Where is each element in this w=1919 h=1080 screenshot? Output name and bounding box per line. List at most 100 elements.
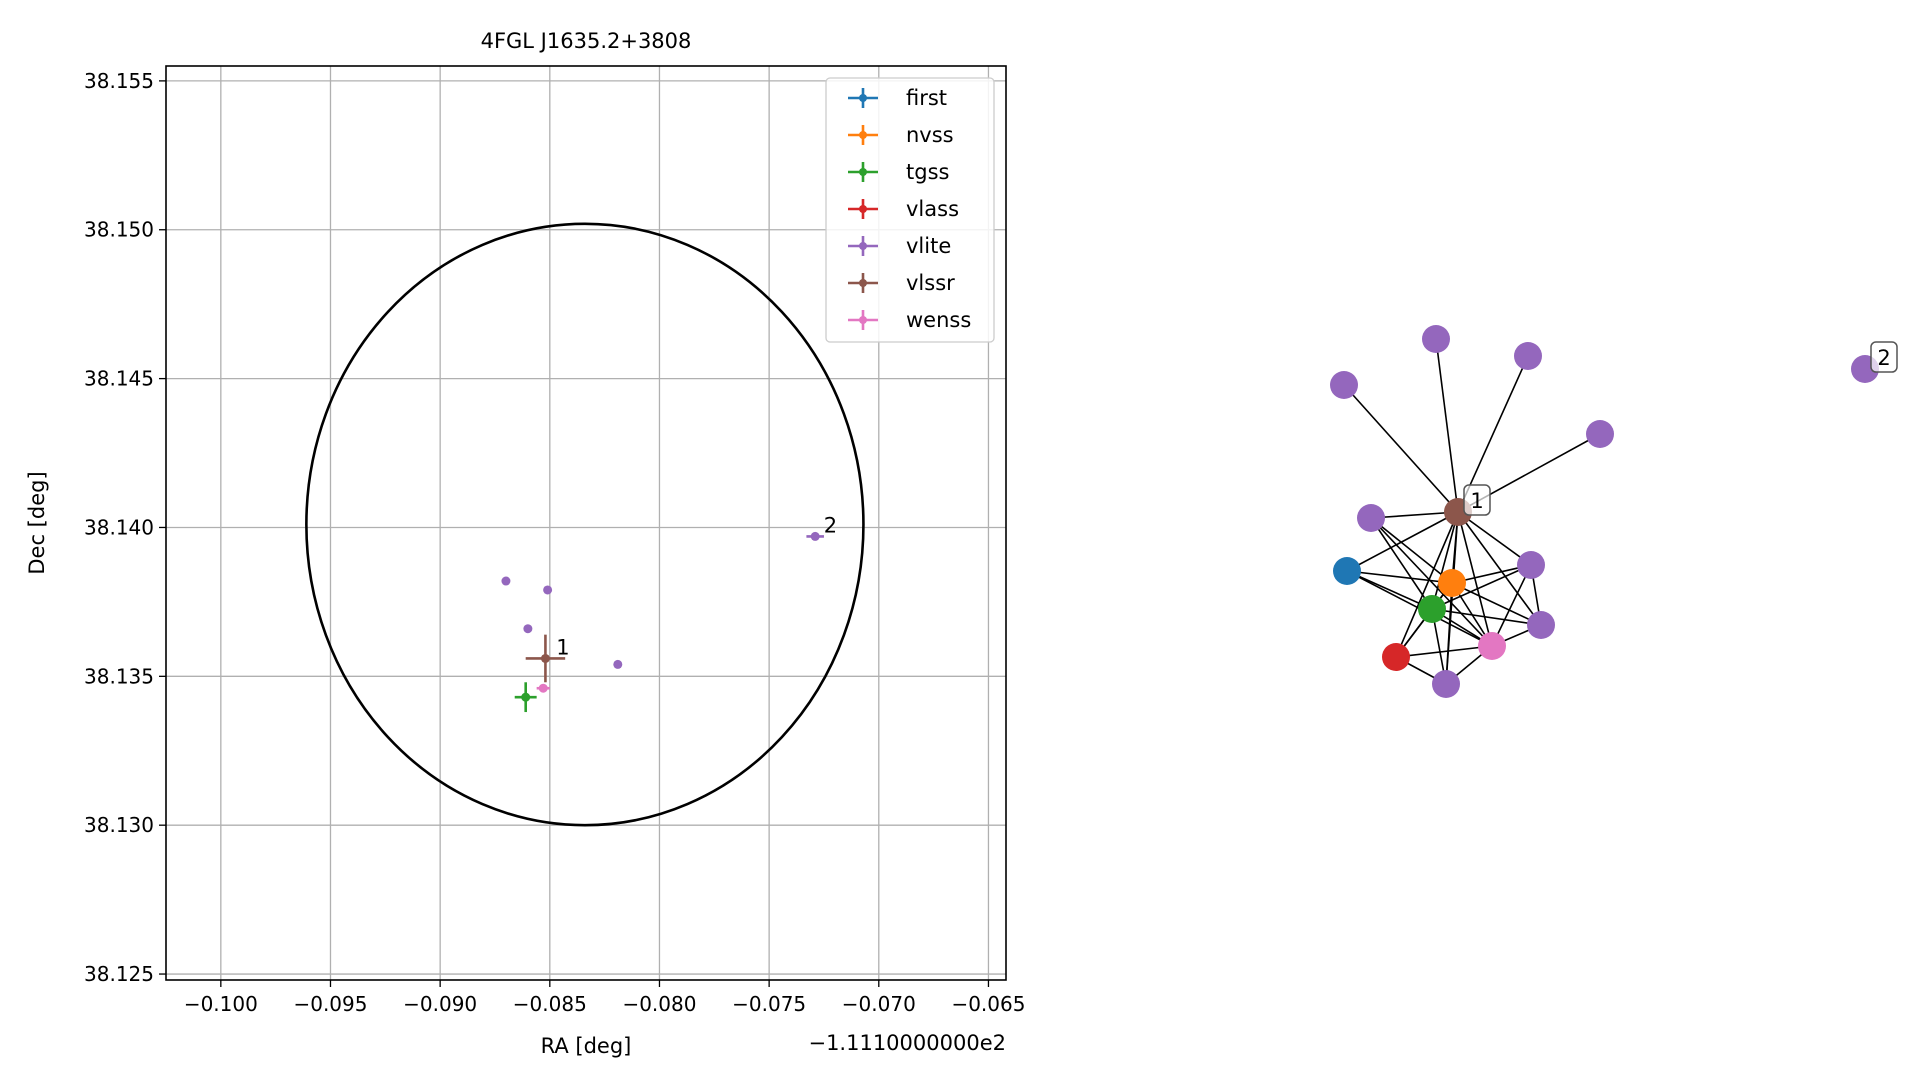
network-edge xyxy=(1346,570,1453,584)
network-edge xyxy=(1395,645,1493,658)
point-marker xyxy=(543,585,553,595)
data-point-vlite xyxy=(523,624,533,634)
legend-swatch-dot xyxy=(859,242,867,250)
legend-label: nvss xyxy=(906,123,954,147)
data-point-wenss xyxy=(536,683,550,693)
network-node-vlite xyxy=(1517,551,1545,579)
network-edge xyxy=(1370,511,1459,519)
legend-label: wenss xyxy=(906,308,971,332)
legend-entry-tgss: tgss xyxy=(848,160,949,184)
legend-label: first xyxy=(906,86,947,110)
network-edge xyxy=(1451,582,1542,626)
y-tick-label: 38.140 xyxy=(84,515,154,539)
network-edge xyxy=(1431,511,1459,610)
legend-label: vlite xyxy=(906,234,951,258)
data-points xyxy=(501,531,824,713)
point-marker xyxy=(501,576,511,586)
legend-swatch-dot xyxy=(859,131,867,139)
point-marker xyxy=(523,624,533,634)
point-marker xyxy=(540,653,550,663)
legend-entry-vlssr: vlssr xyxy=(848,271,955,295)
legend-swatch-dot xyxy=(859,205,867,213)
legend-entry-vlass: vlass xyxy=(848,197,959,221)
data-point-vlite xyxy=(806,531,824,541)
legend-entry-vlite: vlite xyxy=(848,234,951,258)
network-edge xyxy=(1370,517,1453,584)
node-label-box xyxy=(1463,484,1491,516)
search-radius-circle xyxy=(305,222,865,827)
point-marker xyxy=(538,683,548,693)
legend: first nvss tgss vlass vlite vlssr wenss xyxy=(825,77,995,343)
data-point-vlite xyxy=(501,576,511,586)
node-label: 1 xyxy=(1470,489,1483,513)
data-point-vlite xyxy=(613,659,623,669)
network-node-vlite xyxy=(1527,611,1555,639)
network-node-vlite xyxy=(1432,670,1460,698)
network-node-first xyxy=(1333,557,1361,585)
network-edge xyxy=(1343,384,1459,513)
x-tick-label: −0.090 xyxy=(403,992,477,1016)
chart-title: 4FGL J1635.2+3808 xyxy=(481,29,692,53)
x-axis-label: RA [deg] xyxy=(541,1034,632,1058)
legend-entry-wenss: wenss xyxy=(848,308,971,332)
network-node-vlite xyxy=(1422,325,1450,353)
x-axis-ticks: −0.100 −0.095 −0.090 −0.085 −0.080 −0.075 −0.0… xyxy=(184,980,1025,1016)
legend-entry-first: first xyxy=(848,86,947,110)
network-edge xyxy=(1457,511,1493,647)
network-node-nvss xyxy=(1438,569,1466,597)
network-node-vlite xyxy=(1357,504,1385,532)
y-axis-ticks: 38.125 38.130 38.135 38.140 38.145 38.150 38.1… xyxy=(84,69,166,986)
x-tick-label: −0.080 xyxy=(622,992,696,1016)
y-tick-label: 38.155 xyxy=(84,69,154,93)
legend-label: tgss xyxy=(906,160,949,184)
network-edge xyxy=(1491,564,1532,647)
x-tick-label: −0.085 xyxy=(513,992,587,1016)
y-tick-label: 38.125 xyxy=(84,962,154,986)
network-nodes xyxy=(1330,325,1879,698)
y-tick-label: 38.130 xyxy=(84,813,154,837)
point-annotation: 1 xyxy=(556,635,569,659)
legend-swatch-dot xyxy=(859,279,867,287)
network-node-vlite xyxy=(1514,342,1542,370)
legend-swatch-dot xyxy=(859,168,867,176)
legend-entry-nvss: nvss xyxy=(848,123,954,147)
y-tick-label: 38.135 xyxy=(84,664,154,688)
x-tick-label: −0.065 xyxy=(951,992,1025,1016)
point-annotation: 2 xyxy=(824,513,837,537)
node-label-box xyxy=(1870,341,1898,373)
point-marker xyxy=(613,659,623,669)
network-edge xyxy=(1435,338,1459,513)
y-tick-label: 38.150 xyxy=(84,218,154,242)
error-ellipse xyxy=(305,222,865,827)
y-axis-label: Dec [deg] xyxy=(25,471,49,574)
network-node-wenss xyxy=(1478,632,1506,660)
sky-position-chart: 4FGL J1635.2+3808 12 −0.100 −0.095 −0.090−… xyxy=(25,29,1025,1058)
network-node-labels: 12 xyxy=(1463,341,1898,516)
network-edge xyxy=(1431,608,1542,626)
x-tick-label: −0.100 xyxy=(184,992,258,1016)
network-node-tgss xyxy=(1418,595,1446,623)
data-point-vlssr xyxy=(525,634,566,683)
network-node-vlite xyxy=(1330,371,1358,399)
legend-label: vlass xyxy=(906,197,959,221)
data-point-tgss xyxy=(514,682,537,713)
network-edge xyxy=(1395,511,1459,658)
network-edge xyxy=(1346,570,1433,610)
x-axis-offset-label: −1.1110000000e2 xyxy=(808,1031,1006,1055)
legend-frame xyxy=(825,77,995,343)
x-tick-label: −0.075 xyxy=(732,992,806,1016)
node-label: 2 xyxy=(1877,346,1890,370)
plot-frame xyxy=(165,65,1007,981)
network-edge xyxy=(1370,517,1433,610)
point-marker xyxy=(810,531,820,541)
network-edge xyxy=(1457,511,1532,566)
association-network-graph: 12 xyxy=(1330,325,1898,698)
network-node-vlite xyxy=(1586,420,1614,448)
network-node-vlass xyxy=(1382,643,1410,671)
network-edge xyxy=(1370,517,1493,647)
legend-label: vlssr xyxy=(906,271,955,295)
network-edge xyxy=(1346,511,1459,572)
network-edge xyxy=(1457,511,1542,626)
point-marker xyxy=(521,692,531,702)
